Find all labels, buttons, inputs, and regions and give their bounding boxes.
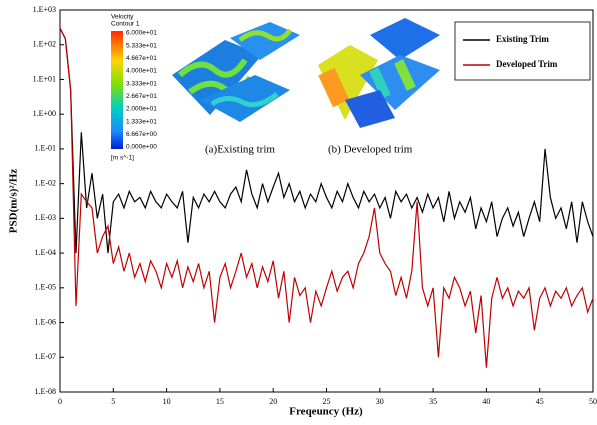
x-tick-label: 50 xyxy=(589,397,597,406)
colorbar-label: 6.667e+00 xyxy=(126,131,157,138)
inset-title: Velocity xyxy=(111,14,134,21)
y-tick-label: 1.E-08 xyxy=(34,387,56,396)
x-tick-label: 25 xyxy=(323,397,331,406)
colorbar-label: 2.000e+01 xyxy=(126,106,157,113)
caption-b: (b) Developed trim xyxy=(328,144,413,156)
x-tick-label: 30 xyxy=(376,397,384,406)
legend-label: Existing Trim xyxy=(496,34,549,44)
colorbar-label: 3.333e+01 xyxy=(126,80,157,87)
x-tick-label: 10 xyxy=(163,397,171,406)
legend-box xyxy=(455,22,590,80)
colorbar-label: 4.000e+01 xyxy=(126,68,157,75)
y-tick-label: 1.E+00 xyxy=(33,109,56,118)
chart: Velocity Contour 1 [m s^-1] (a)Existing … xyxy=(0,0,597,425)
y-tick-label: 1.E-01 xyxy=(34,144,56,153)
x-tick-label: 0 xyxy=(58,397,62,406)
y-tick-label: 1.E-05 xyxy=(34,283,56,292)
caption-a: (a)Existing trim xyxy=(205,144,275,156)
x-tick-label: 40 xyxy=(482,397,490,406)
colorbar-label: 1.333e+01 xyxy=(126,118,157,125)
y-tick-label: 1.E-02 xyxy=(34,178,56,187)
colorbar-unit: [m s^-1] xyxy=(111,155,134,162)
y-tick-label: 1.E-03 xyxy=(34,213,56,222)
colorbar xyxy=(111,31,123,149)
colorbar-label: 4.667e+01 xyxy=(126,55,157,62)
x-tick-label: 20 xyxy=(269,397,277,406)
x-axis-label: Freqeuncy (Hz) xyxy=(289,406,363,418)
colorbar-label: 5.333e+01 xyxy=(126,42,157,49)
x-tick-label: 15 xyxy=(216,397,224,406)
y-tick-label: 1.E-06 xyxy=(34,317,56,326)
y-axis-label: PSD(m/s)²/Hz xyxy=(8,169,20,234)
y-tick-label: 1.E-07 xyxy=(34,352,56,361)
y-tick-label: 1.E+01 xyxy=(33,74,56,83)
x-tick-label: 35 xyxy=(429,397,437,406)
colorbar-label: 2.667e+01 xyxy=(126,93,157,100)
colorbar-label: 0.000e+00 xyxy=(126,144,157,151)
x-tick-label: 45 xyxy=(536,397,544,406)
model-developed xyxy=(318,18,440,128)
inset-subtitle: Contour 1 xyxy=(111,21,140,28)
y-tick-label: 1.E+03 xyxy=(33,5,56,14)
y-tick-label: 1.E+02 xyxy=(33,40,56,49)
model-existing xyxy=(172,22,300,122)
y-tick-label: 1.E-04 xyxy=(34,248,56,257)
colorbar-label: 6.000e+01 xyxy=(126,30,157,37)
x-tick-label: 5 xyxy=(111,397,115,406)
inset: Velocity Contour 1 [m s^-1] (a)Existing … xyxy=(111,14,440,162)
legend-label: Developed Trim xyxy=(496,59,558,69)
